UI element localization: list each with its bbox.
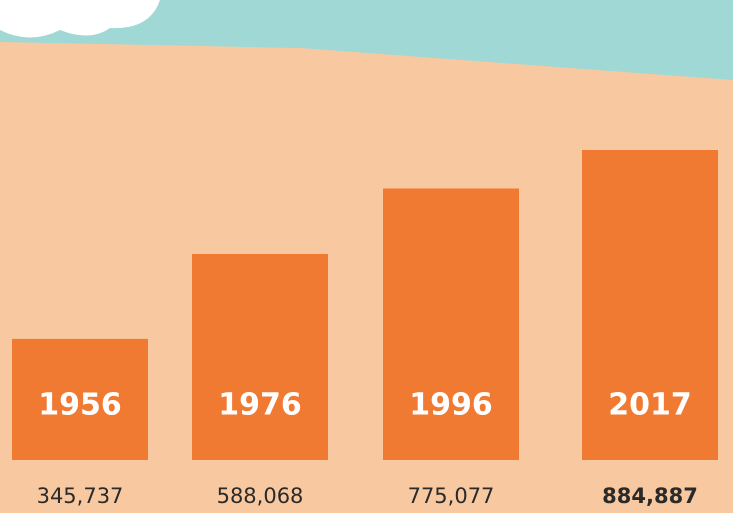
chart: 1956 345,737 1976 588,068 1996 775,077 2017 884… bbox=[0, 0, 733, 513]
bar bbox=[192, 254, 328, 460]
category-label: 1996 bbox=[409, 388, 493, 423]
category-label: 1976 bbox=[218, 388, 302, 423]
value-label: 345,737 bbox=[37, 484, 124, 508]
value-label: 588,068 bbox=[217, 484, 304, 508]
value-label: 775,077 bbox=[408, 484, 495, 508]
category-label: 2017 bbox=[608, 388, 692, 423]
page: 1956 345,737 1976 588,068 1996 775,077 2017 884… bbox=[0, 0, 733, 513]
category-label: 1956 bbox=[38, 388, 122, 423]
value-label: 884,887 bbox=[602, 484, 698, 508]
